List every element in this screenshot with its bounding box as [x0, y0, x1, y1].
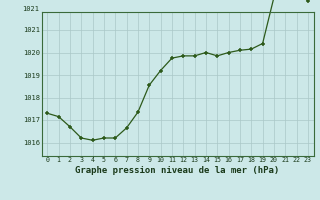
- X-axis label: Graphe pression niveau de la mer (hPa): Graphe pression niveau de la mer (hPa): [76, 166, 280, 175]
- Text: 1021: 1021: [22, 6, 40, 12]
